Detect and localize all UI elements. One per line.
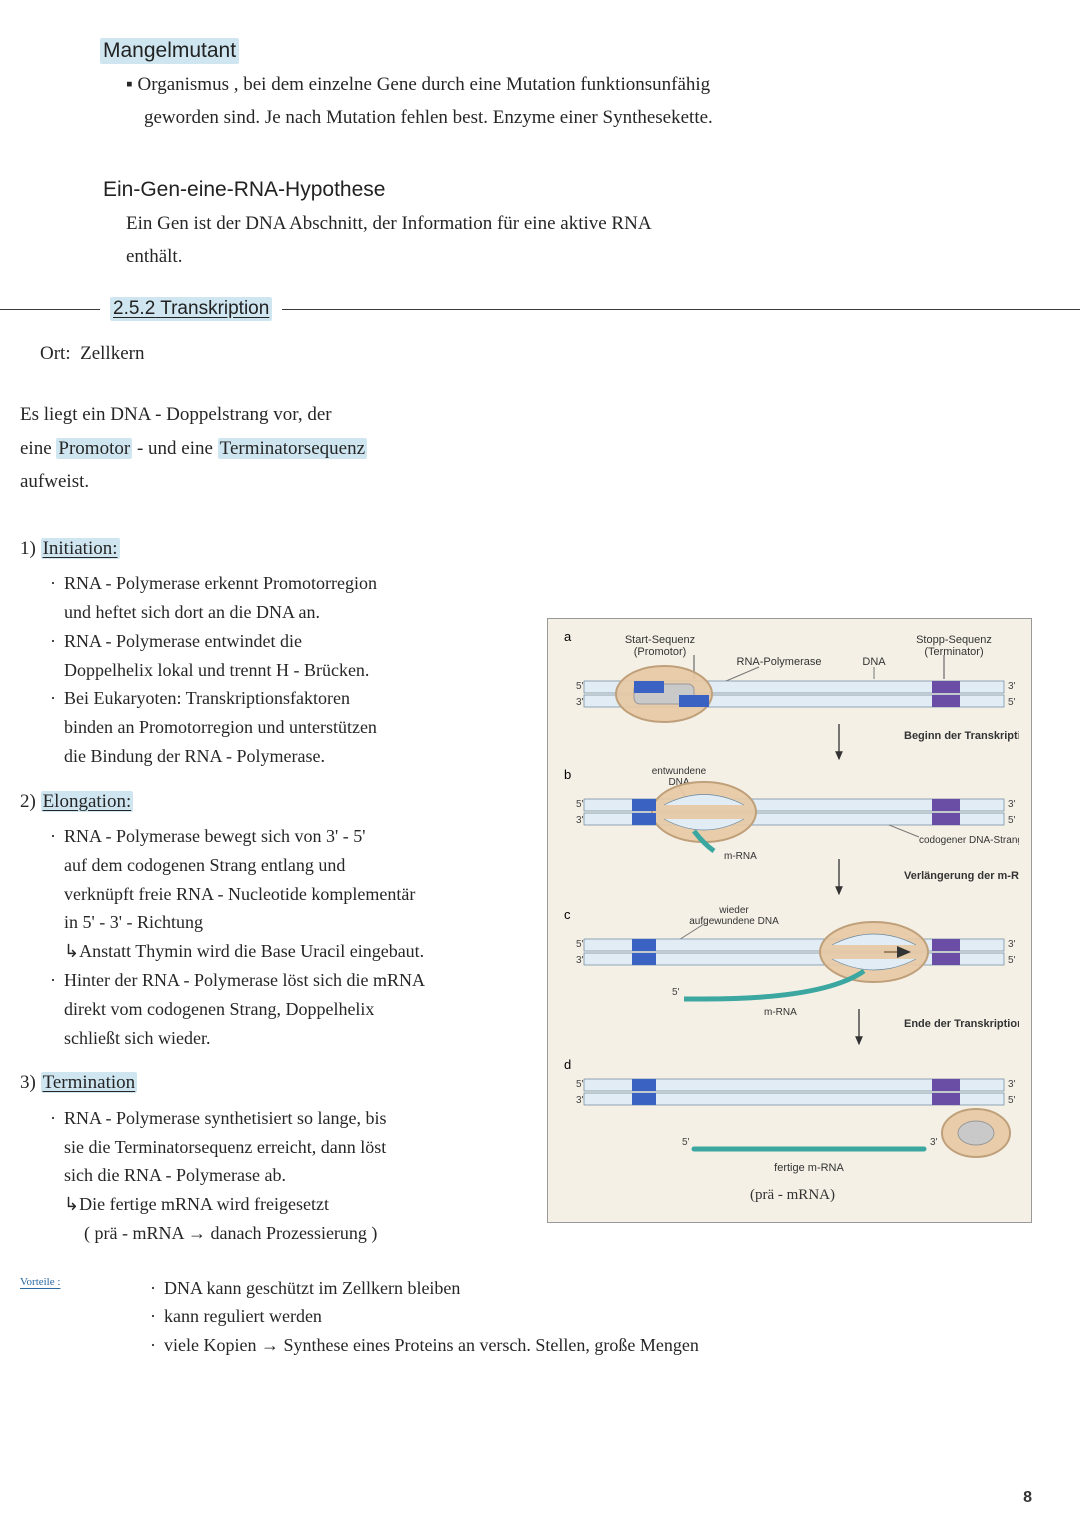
svg-text:Beginn der Transkription: Beginn der Transkription	[904, 730, 1019, 742]
eingen-body: Ein Gen ist der DNA Abschnitt, der Infor…	[126, 207, 1032, 274]
svg-text:3': 3'	[576, 697, 584, 708]
highlight-terminator: Terminatorsequenz	[218, 438, 367, 459]
step1-bullets: ·RNA - Polymerase erkennt Promotorregion…	[50, 569, 529, 771]
step3-heading: 3) Termination	[20, 1066, 529, 1099]
svg-text:Verlängerung der m-RNA: Verlängerung der m-RNA	[904, 870, 1019, 882]
svg-text:(Promotor): (Promotor)	[634, 646, 687, 658]
svg-text:5': 5'	[576, 799, 584, 810]
svg-text:5': 5'	[576, 939, 584, 950]
svg-text:3': 3'	[576, 1095, 584, 1106]
svg-text:5': 5'	[1008, 1095, 1016, 1106]
svg-text:c: c	[564, 907, 571, 922]
svg-text:wieder: wieder	[718, 905, 749, 916]
step3-bullets: ·RNA - Polymerase synthetisiert so lange…	[50, 1104, 529, 1248]
heading-mangelmutant: Mangelmutant	[100, 38, 1032, 64]
svg-text:codogener DNA-Strang: codogener DNA-Strang	[919, 835, 1019, 846]
diagram-panel-a: a Start-Sequenz (Promotor) Stopp-Sequenz…	[564, 629, 1019, 759]
svg-text:m-RNA: m-RNA	[764, 1007, 797, 1018]
intro-lines: Es liegt ein DNA - Doppelstrang vor, der…	[20, 398, 1032, 498]
diagram-panel-c: c wieder aufgewundene DNA	[564, 905, 1019, 1044]
svg-text:DNA: DNA	[862, 656, 886, 668]
svg-text:Ende der Transkription: Ende der Transkription	[904, 1018, 1019, 1030]
svg-text:5': 5'	[1008, 697, 1016, 708]
svg-text:m-RNA: m-RNA	[724, 851, 757, 862]
diagram-panel-d: d 5' 3' 3' 5'	[564, 1057, 1016, 1174]
step2-heading: 2) Elongation:	[20, 785, 529, 818]
svg-text:(Terminator): (Terminator)	[924, 646, 983, 658]
svg-text:3': 3'	[576, 815, 584, 826]
svg-text:5': 5'	[672, 987, 680, 998]
transcription-diagram: a Start-Sequenz (Promotor) Stopp-Sequenz…	[547, 618, 1032, 1223]
step2-bullets: ·RNA - Polymerase bewegt sich von 3' - 5…	[50, 822, 529, 1052]
heading-eingen: Ein-Gen-eine-RNA-Hypothese	[100, 177, 1032, 203]
svg-text:Stopp-Sequenz: Stopp-Sequenz	[916, 634, 992, 646]
svg-text:5': 5'	[1008, 955, 1016, 966]
highlight-promotor: Promotor	[56, 438, 132, 459]
vorteile-label: Vorteile :	[20, 1276, 60, 1288]
svg-text:a: a	[564, 629, 572, 644]
svg-text:3': 3'	[1008, 1079, 1016, 1090]
svg-text:5': 5'	[682, 1137, 690, 1148]
svg-text:d: d	[564, 1057, 571, 1072]
svg-text:3': 3'	[1008, 939, 1016, 950]
page-number: 8	[1023, 1489, 1032, 1507]
svg-text:fertige m-RNA: fertige m-RNA	[774, 1162, 844, 1174]
step1-heading: 1) Initiation:	[20, 532, 529, 565]
svg-text:5': 5'	[576, 1079, 584, 1090]
svg-text:Start-Sequenz: Start-Sequenz	[625, 634, 695, 646]
ort-line: Ort: Zellkern	[40, 337, 1032, 370]
svg-text:RNA-Polymerase: RNA-Polymerase	[737, 656, 822, 668]
svg-text:3': 3'	[1008, 681, 1016, 692]
svg-text:5': 5'	[1008, 815, 1016, 826]
svg-text:b: b	[564, 767, 571, 782]
mangelmutant-body: ▪ Organismus , bei dem einzelne Gene dur…	[126, 68, 1032, 135]
svg-text:3': 3'	[1008, 799, 1016, 810]
svg-text:3': 3'	[930, 1137, 938, 1148]
section-header: 2.5.2 Transkription	[0, 297, 1080, 321]
svg-text:5': 5'	[576, 681, 584, 692]
diagram-panel-b: b entwundene DNA	[564, 766, 1019, 894]
svg-text:entwundene: entwundene	[652, 766, 707, 777]
diagram-footer-label: (prä - mRNA)	[564, 1187, 1021, 1204]
vorteile-block: Vorteile : ·DNA kann geschützt im Zellke…	[20, 1274, 1032, 1360]
svg-text:3': 3'	[576, 955, 584, 966]
